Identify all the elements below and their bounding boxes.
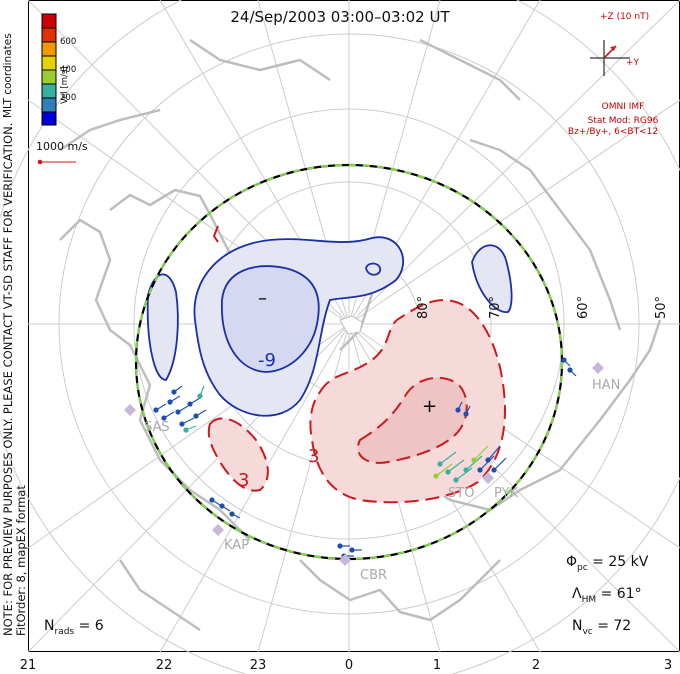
pole-landmass (339, 315, 363, 335)
imf-dial (590, 40, 630, 76)
vector-count: Nvc = 72 (572, 618, 632, 637)
potential-maximum-mark: + (422, 396, 438, 417)
positive-inner (357, 376, 468, 464)
colorbar-tick-600: 600 (60, 37, 77, 47)
potential-minimum-mark: – (258, 288, 267, 309)
contour-label-3a: 3 (308, 446, 320, 467)
station-pyk: PYK (494, 486, 519, 501)
mlt-tick-21: 21 (19, 658, 37, 673)
mlt-tick-3: 3 (663, 658, 673, 673)
colorbar-tick-400: 400 (60, 65, 77, 75)
map-title: 24/Sep/2003 03:00–03:02 UT (230, 8, 450, 26)
cross-polar-potential: Φpc = 25 kV (566, 554, 649, 573)
positive-fragment (212, 225, 219, 243)
imf-condition: Bz+/By+, 6<BT<12 (567, 127, 659, 137)
imf-scale-label: +Z (10 nT) (600, 12, 650, 22)
latitude-label-70: 70° (488, 295, 504, 320)
imf-model: Stat Mod: RG96 (587, 116, 659, 126)
latitude-label-50: 50° (654, 295, 670, 320)
velocity-vectors (153, 357, 577, 559)
reference-vector-label: 1000 m/s (36, 140, 88, 153)
latitude-label-80: 80° (416, 295, 432, 320)
station-sto: STO (448, 486, 475, 501)
mlt-tick-0: 0 (344, 658, 354, 673)
coordinate-system-label: MLT coordinates (2, 33, 14, 118)
fit-order-note: FitOrder: 8, mapEX format (14, 485, 28, 636)
mlt-tick-22: 22 (155, 658, 173, 673)
mlt-tick-1: 1 (432, 658, 442, 673)
preview-note: NOTE: FOR PREVIEW PURPOSES ONLY. PLEASE … (1, 36, 28, 636)
contour-label-neg9: -9 (258, 350, 276, 371)
reference-vector (37, 159, 76, 165)
station-han: HAN (592, 378, 621, 393)
negative-inner (221, 265, 320, 373)
mlt-tick-23: 23 (249, 658, 267, 673)
latitude-label-60: 60° (576, 295, 592, 320)
station-kap: KAP (224, 538, 250, 553)
contour-label-3b: 3 (238, 470, 250, 491)
radar-count: Nrads = 6 (44, 618, 104, 637)
imf-y-label: +Y (626, 58, 640, 68)
station-markers (124, 362, 604, 566)
imf-source: OMNI IMF (601, 102, 645, 112)
colorbar-tick-200: 200 (60, 93, 77, 103)
hm-latitude: ΛHM = 61° (572, 586, 642, 605)
station-sas: SAS (144, 420, 170, 435)
colorbar (41, 13, 57, 126)
station-cbr: CBR (360, 568, 388, 583)
mlt-tick-2: 2 (531, 658, 541, 673)
